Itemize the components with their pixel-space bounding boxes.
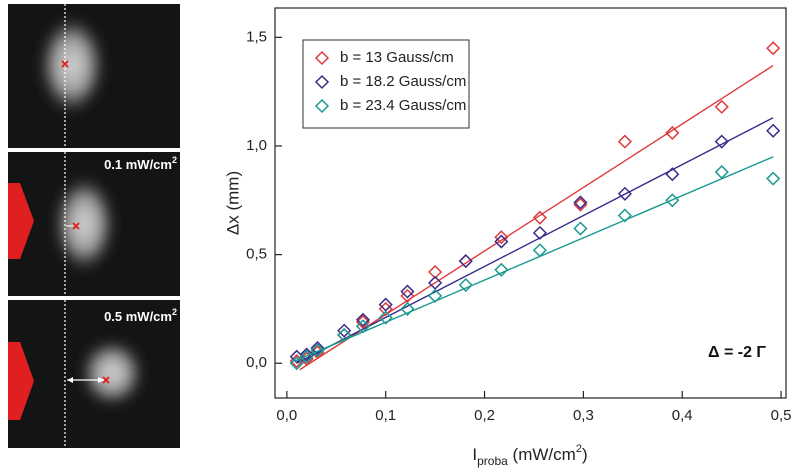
data-point bbox=[573, 221, 588, 236]
data-point bbox=[494, 234, 509, 249]
x-axis-label: Iproba (mW/cm2) bbox=[472, 443, 587, 468]
data-point bbox=[400, 284, 415, 299]
label-text: 0.5 mW/cm bbox=[104, 309, 172, 324]
data-point bbox=[766, 171, 781, 186]
data-point bbox=[310, 343, 325, 358]
data-point bbox=[355, 312, 371, 327]
cloud bbox=[52, 173, 117, 275]
data-point bbox=[428, 264, 443, 280]
y-tick-label: 0,0 bbox=[246, 354, 267, 371]
x-tick-label: 0,0 bbox=[276, 407, 297, 424]
y-axis-label: Δx (mm) bbox=[223, 171, 242, 235]
cloud bbox=[79, 338, 145, 408]
y-tick-label: 0,5 bbox=[246, 246, 267, 263]
fit-line bbox=[296, 117, 774, 364]
label-part: ) bbox=[582, 445, 588, 464]
label-sup: 2 bbox=[172, 307, 177, 317]
data-point bbox=[299, 349, 314, 364]
data-point bbox=[617, 186, 632, 201]
data-point bbox=[494, 230, 509, 245]
panel-label: 0.5 mW/cm2 bbox=[104, 307, 177, 324]
legend bbox=[302, 39, 470, 129]
y-tick-label: 1,5 bbox=[246, 28, 267, 45]
data-point bbox=[428, 288, 443, 303]
panel-label: 0.1 mW/cm2 bbox=[104, 155, 177, 172]
data-point bbox=[665, 167, 680, 182]
fit-line bbox=[294, 156, 774, 362]
x-tick-label: 0,5 bbox=[771, 407, 792, 424]
image-panels: 0.1 mW/cm2 0.5 mW/cm2 bbox=[8, 4, 180, 448]
data-point bbox=[400, 301, 415, 316]
legend-label: b = 18.2 Gauss/cm bbox=[340, 73, 466, 90]
data-point bbox=[355, 319, 371, 334]
beam-arrow bbox=[8, 183, 34, 259]
data-point bbox=[355, 314, 371, 330]
center-marks bbox=[61, 60, 110, 384]
legend-marker bbox=[314, 74, 330, 90]
data-point bbox=[378, 301, 393, 316]
data-point bbox=[458, 277, 473, 293]
data-point bbox=[714, 134, 729, 149]
x-tick-label: 0,3 bbox=[573, 407, 594, 424]
label-sub: proba bbox=[477, 454, 508, 468]
legend-marker bbox=[314, 98, 330, 114]
data-point bbox=[766, 123, 781, 138]
label-sup: 2 bbox=[172, 155, 177, 165]
data-point bbox=[310, 340, 325, 356]
fit-line bbox=[299, 64, 774, 371]
data-point bbox=[494, 262, 509, 277]
data-point bbox=[532, 243, 547, 258]
data-point bbox=[458, 254, 473, 269]
data-point bbox=[337, 323, 352, 338]
data-point bbox=[289, 356, 304, 371]
x-tick-label: 0,2 bbox=[474, 407, 495, 424]
label-part: I bbox=[472, 445, 477, 464]
plot-frame bbox=[274, 7, 787, 399]
x-tick-label: 0,4 bbox=[672, 407, 693, 424]
legend-label: b = 13 Gauss/cm bbox=[340, 49, 454, 66]
label-text: 0.1 mW/cm bbox=[104, 157, 172, 172]
data-point bbox=[665, 193, 680, 208]
data-point bbox=[299, 347, 314, 362]
data-point bbox=[532, 210, 547, 225]
label-part: (mW/cm bbox=[508, 445, 576, 464]
legend-marker bbox=[314, 50, 330, 66]
data-point bbox=[573, 197, 588, 212]
data-point bbox=[617, 208, 632, 223]
legend-label: b = 23.4 Gauss/cm bbox=[340, 97, 466, 114]
label-sup: 2 bbox=[576, 443, 582, 455]
annotation: Δ = -2 Γ bbox=[708, 344, 766, 361]
data-point bbox=[766, 41, 781, 56]
data-point bbox=[378, 310, 393, 325]
data-point bbox=[665, 125, 680, 140]
cloud bbox=[37, 13, 107, 117]
data-point bbox=[617, 134, 632, 149]
data-point bbox=[714, 164, 729, 180]
data-point bbox=[337, 327, 352, 343]
x-tick-label: 0,1 bbox=[375, 407, 396, 424]
data-point bbox=[532, 225, 547, 240]
data-point bbox=[714, 99, 729, 114]
data-point bbox=[573, 195, 588, 210]
data-point bbox=[378, 297, 393, 312]
beam-arrow bbox=[8, 342, 34, 420]
y-tick-label: 1,0 bbox=[246, 137, 267, 154]
